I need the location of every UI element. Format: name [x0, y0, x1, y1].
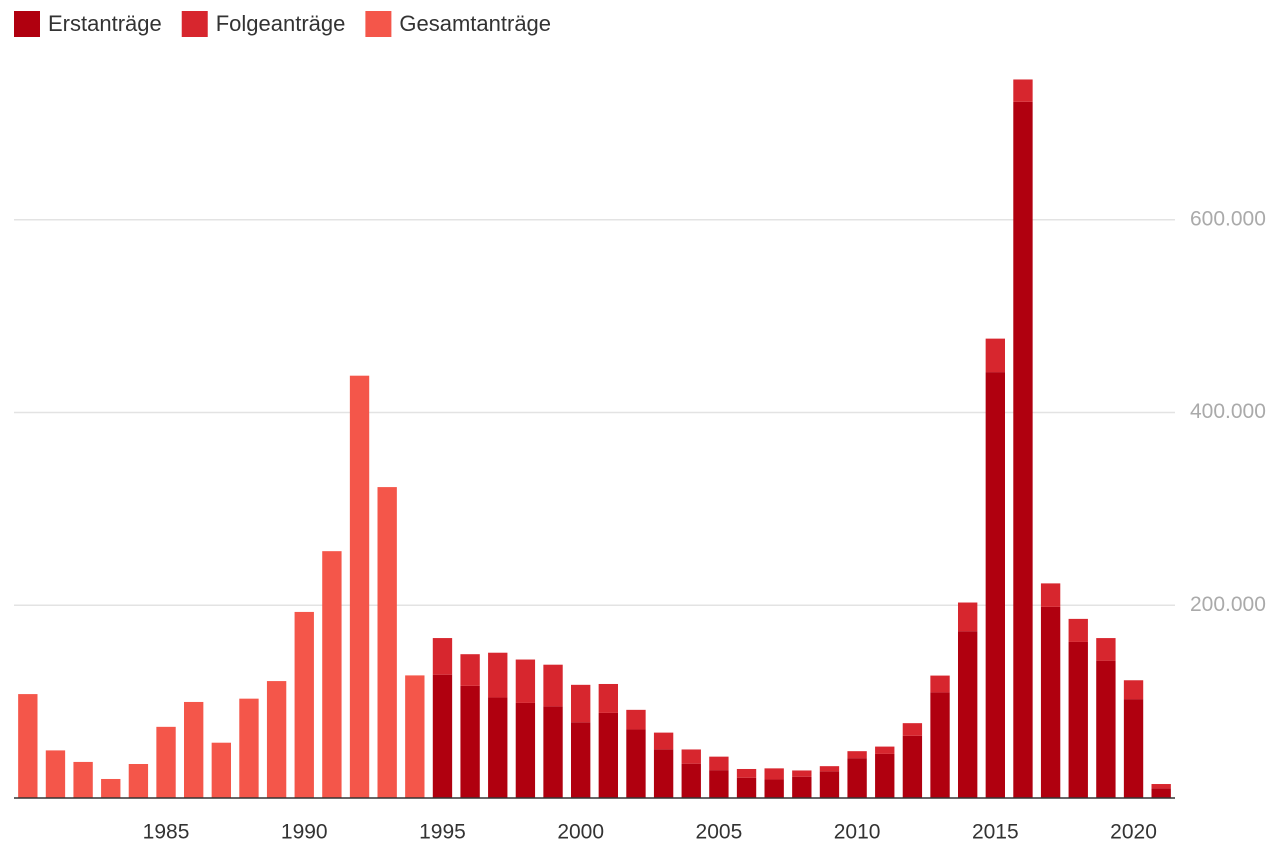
bar [653, 732, 674, 750]
bar [985, 338, 1005, 373]
x-tick-label: 2020 [1110, 821, 1157, 844]
bar [958, 602, 978, 632]
bar [1040, 583, 1061, 607]
y-tick-label: 200.000 [1190, 593, 1266, 616]
bar [156, 726, 176, 798]
bar [515, 659, 536, 703]
bar [45, 750, 66, 798]
bar [985, 372, 1005, 798]
bar [1123, 680, 1144, 700]
legend-label: Gesamtanträge [399, 11, 551, 36]
bar [1013, 79, 1033, 102]
bar [1096, 638, 1116, 661]
bar [1096, 660, 1116, 798]
bar [681, 749, 701, 764]
bar [902, 735, 923, 798]
bar [515, 702, 536, 798]
bar [73, 761, 93, 798]
bar [1068, 618, 1088, 642]
bar [349, 375, 370, 798]
x-tick-label: 2010 [834, 821, 881, 844]
x-tick-label: 2000 [557, 821, 604, 844]
bar [18, 694, 38, 798]
x-tick-label: 2015 [972, 821, 1019, 844]
bar [377, 487, 397, 798]
bar [958, 631, 978, 798]
bar [571, 722, 591, 798]
bar [626, 729, 646, 798]
legend-swatch [181, 11, 208, 37]
bar [460, 685, 480, 798]
bar [930, 692, 950, 798]
bar [764, 779, 784, 798]
bar [764, 768, 784, 780]
bar [266, 681, 287, 798]
bar [902, 723, 923, 736]
y-tick-label: 400.000 [1190, 400, 1266, 423]
x-tick-label: 1990 [281, 821, 328, 844]
bar [1068, 641, 1088, 798]
bar [792, 776, 812, 798]
bar [405, 675, 425, 798]
bar [101, 778, 121, 798]
bar [598, 683, 618, 713]
bar [736, 777, 757, 798]
bar [819, 771, 840, 798]
bar [211, 742, 231, 798]
bar [432, 674, 453, 798]
legend-label: Erstanträge [48, 11, 162, 36]
bar [322, 551, 342, 798]
bar [709, 756, 729, 771]
bar [792, 770, 812, 777]
bar [930, 675, 950, 693]
x-tick-label: 2005 [696, 821, 743, 844]
bar [239, 698, 259, 798]
bar [681, 763, 701, 798]
bar [736, 768, 757, 778]
bar [543, 664, 563, 707]
legend-swatch [365, 11, 392, 37]
bar [847, 758, 867, 798]
bar [1123, 699, 1144, 798]
x-tick-label: 1985 [143, 821, 190, 844]
bar [626, 709, 646, 730]
bar [432, 638, 453, 675]
bar [709, 770, 729, 798]
bar [819, 766, 840, 772]
bar [598, 712, 618, 798]
bar [184, 701, 204, 798]
bar [1040, 606, 1061, 798]
bar [294, 611, 314, 798]
bar [653, 749, 674, 798]
x-tick-label: 1995 [419, 821, 466, 844]
bar [543, 706, 563, 798]
legend-label: Folgeanträge [216, 11, 346, 36]
bar [1151, 784, 1171, 789]
bar [1013, 101, 1033, 798]
bar [128, 764, 149, 798]
y-tick-label: 600.000 [1190, 207, 1266, 230]
bar [1151, 788, 1171, 798]
bar [488, 697, 508, 798]
bar [460, 654, 480, 686]
legend-swatch [14, 11, 40, 37]
bar [875, 746, 895, 754]
bar [875, 753, 895, 798]
bar [571, 684, 591, 723]
bar [847, 751, 867, 759]
bar [488, 652, 508, 698]
